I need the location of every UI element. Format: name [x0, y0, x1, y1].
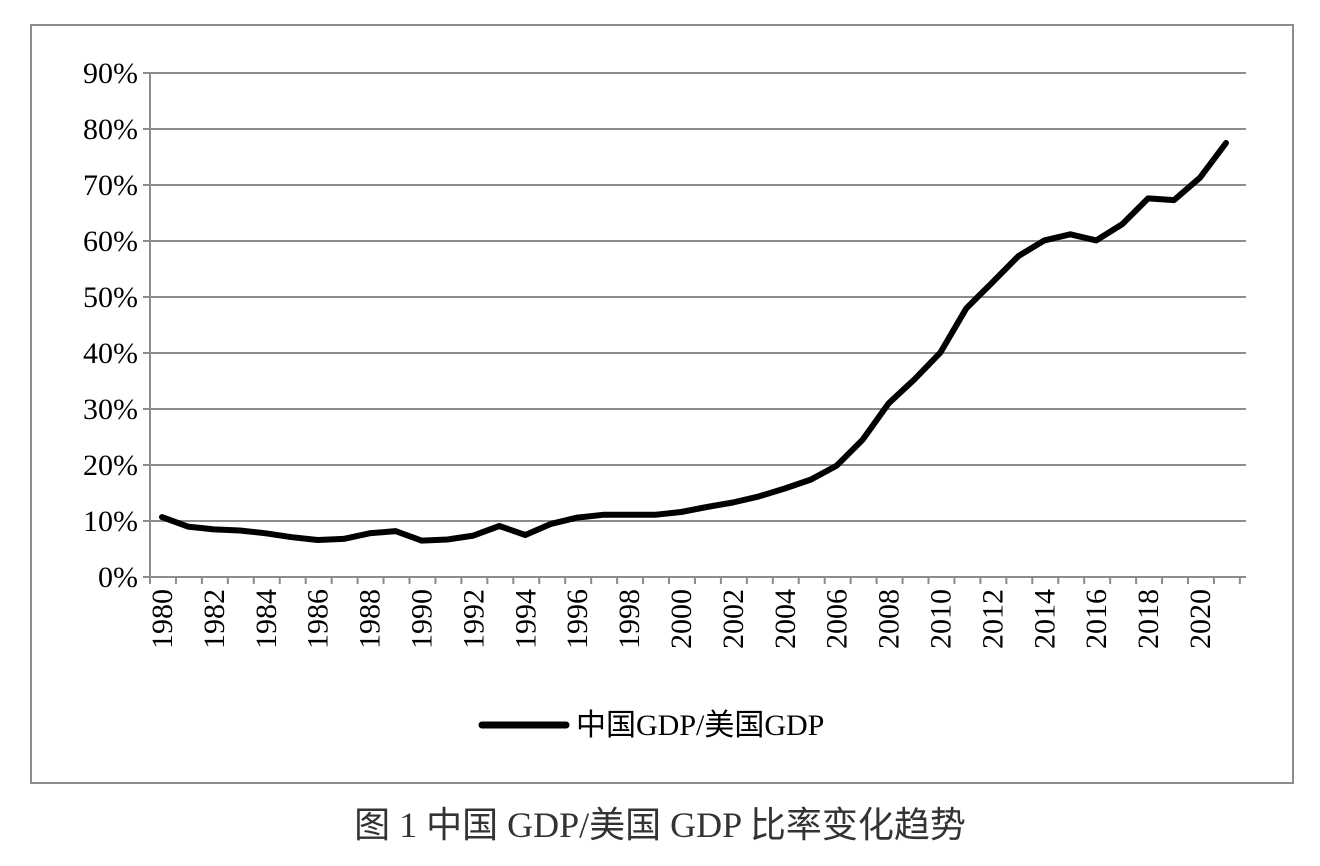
- y-tick-label: 0%: [98, 561, 138, 594]
- x-tick-label: 1982: [198, 589, 231, 649]
- x-tick-label: 2016: [1080, 589, 1113, 649]
- y-tick-label: 10%: [83, 505, 138, 538]
- gridlines: [150, 72, 1246, 522]
- axes: [143, 72, 1246, 584]
- x-tick-label: 2006: [821, 589, 854, 649]
- y-tick-label: 70%: [83, 169, 138, 202]
- y-tick-label: 20%: [83, 449, 138, 482]
- x-tick-label: 2008: [873, 589, 906, 649]
- x-tick-label: 2020: [1184, 589, 1217, 649]
- x-tick-label: 2014: [1028, 589, 1061, 649]
- y-tick-label: 50%: [83, 281, 138, 314]
- figure-caption: 图 1 中国 GDP/美国 GDP 比率变化趋势: [354, 805, 966, 845]
- x-tick-label: 1980: [146, 589, 179, 649]
- y-tick-label: 90%: [83, 57, 138, 90]
- x-tick-label: 1988: [354, 589, 387, 649]
- x-tick-label: 2002: [717, 589, 750, 649]
- x-tick-label: 2018: [1132, 589, 1165, 649]
- x-tick-label: 1996: [561, 589, 594, 649]
- x-tick-label: 2000: [665, 589, 698, 649]
- x-tick-label: 1992: [457, 589, 490, 649]
- x-tick-label: 1990: [406, 589, 439, 649]
- x-tick-label: 1984: [250, 589, 283, 649]
- y-tick-label: 60%: [83, 225, 138, 258]
- series-line: [159, 140, 1229, 544]
- legend: 中国GDP/美国GDP: [478, 709, 824, 742]
- x-tick-label: 1998: [613, 589, 646, 649]
- y-tick-label: 80%: [83, 113, 138, 146]
- x-axis-ticks: 1980 1982 1984 1986 1988 1990 1992 1994 1996 1998…: [146, 589, 1217, 649]
- y-tick-label: 40%: [83, 337, 138, 370]
- x-tick-label: 1986: [302, 589, 335, 649]
- series: [159, 140, 1229, 544]
- x-tick-label: 2004: [769, 589, 802, 649]
- legend-label: 中国GDP/美国GDP: [576, 709, 824, 742]
- y-axis-ticks: 0% 10% 20% 30% 40% 50% 60% 70% 80% 90%: [83, 57, 138, 594]
- x-tick-label: 1994: [509, 589, 542, 649]
- x-tick-label: 2012: [976, 589, 1009, 649]
- y-tick-label: 30%: [83, 393, 138, 426]
- chart-frame: [30, 24, 1294, 784]
- x-tick-label: 2010: [925, 589, 958, 649]
